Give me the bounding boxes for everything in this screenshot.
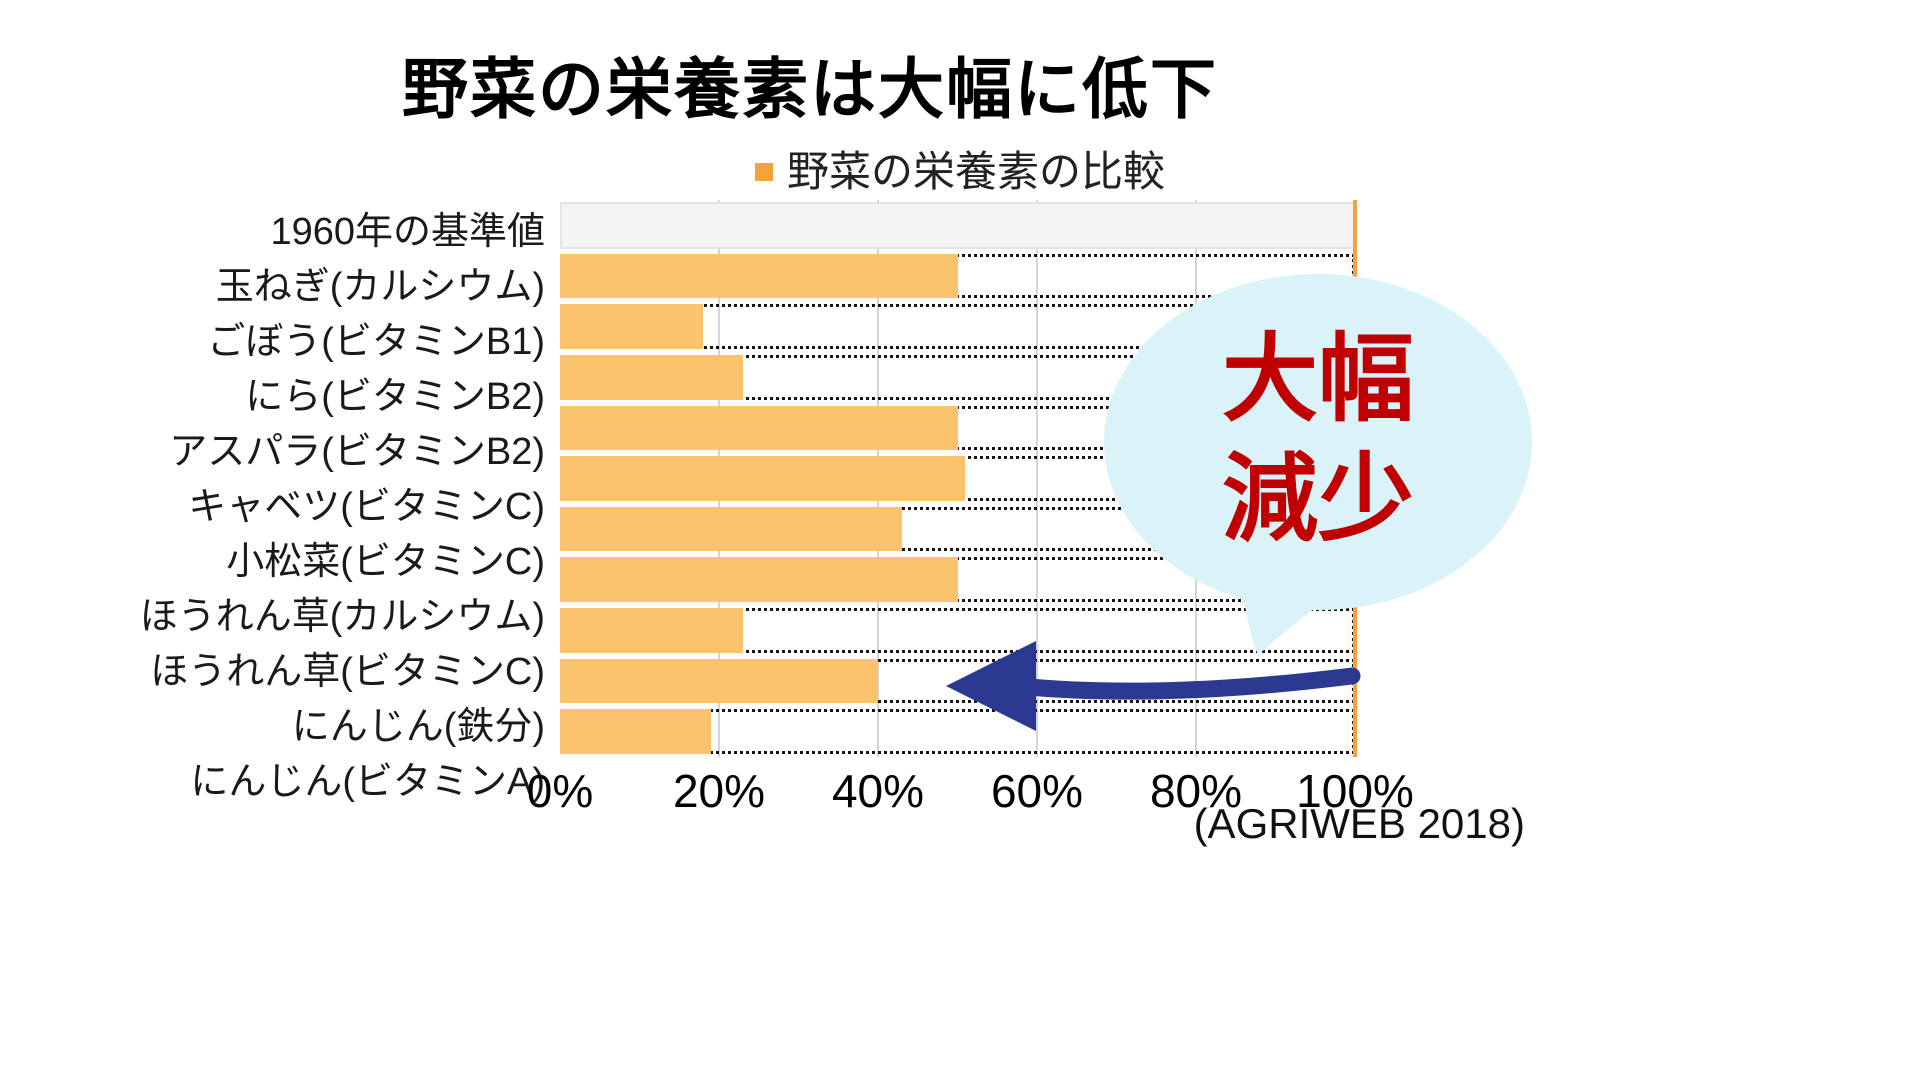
category-label: にら(ビタミンB2)	[245, 376, 545, 418]
bar-row	[560, 504, 1355, 555]
category-label: ほうれん草(カルシウム)	[139, 596, 545, 638]
bar-row	[560, 554, 1355, 605]
value-bar	[560, 405, 958, 451]
value-bar	[560, 253, 958, 299]
category-label: 小松菜(ビタミンC)	[226, 541, 545, 583]
bar-row	[560, 200, 1355, 251]
category-label: キャベツ(ビタミンC)	[188, 486, 545, 528]
value-bar	[560, 709, 712, 755]
x-tick-label: 40%	[831, 765, 925, 817]
bar-row	[560, 301, 1355, 352]
value-bar	[560, 557, 958, 603]
value-bar	[560, 456, 966, 501]
category-axis: 1960年の基準値玉ねぎ(カルシウム) ごぼう(ビタミンB1) にら(ビタミンB2)…	[20, 200, 545, 803]
bar-row	[560, 605, 1355, 656]
category-label: ほうれん草(ビタミンC)	[150, 651, 545, 693]
legend-marker-icon	[754, 162, 773, 181]
bar-row	[560, 656, 1355, 707]
source-citation: (AGRIWEB 2018)	[1193, 800, 1525, 847]
bar-row	[560, 352, 1355, 403]
baseline-bar	[560, 202, 1355, 249]
chart-legend: 野菜の栄養素の比較	[0, 138, 1920, 199]
value-bar	[560, 658, 878, 704]
page-title: 野菜の栄養素は大幅に低下	[402, 52, 1218, 126]
value-bar	[560, 506, 902, 552]
baseline-100-line	[1353, 200, 1357, 757]
plot-area	[560, 200, 1355, 757]
gridline	[1036, 200, 1038, 757]
category-label: 玉ねぎ(カルシウム)	[215, 266, 545, 308]
x-tick-label: 80%	[1149, 765, 1243, 817]
legend-label: 野菜の栄養素の比較	[786, 148, 1165, 195]
x-tick-label: 100%	[1296, 765, 1414, 817]
x-tick-label: 0%	[526, 765, 594, 817]
x-axis: 0% 20% 40% 60% 80% 100%	[527, 764, 1414, 822]
bar-row	[560, 453, 1355, 504]
category-label: 1960年の基準値	[270, 211, 545, 253]
bar-row	[560, 403, 1355, 454]
bar-row	[560, 251, 1355, 302]
value-bar	[560, 304, 704, 349]
category-label: にんじん(鉄分)	[291, 706, 545, 748]
category-label: アスパラ(ビタミンB2)	[169, 431, 545, 473]
bar-row	[560, 706, 1355, 757]
x-tick-label: 60%	[990, 765, 1084, 817]
x-tick-label: 20%	[672, 765, 766, 817]
bar-chart	[560, 200, 1357, 757]
value-bar	[560, 354, 743, 400]
value-bar	[560, 608, 743, 653]
category-label: ごぼう(ビタミンB1)	[207, 321, 545, 363]
category-label: にんじん(ビタミンA)	[190, 761, 545, 803]
